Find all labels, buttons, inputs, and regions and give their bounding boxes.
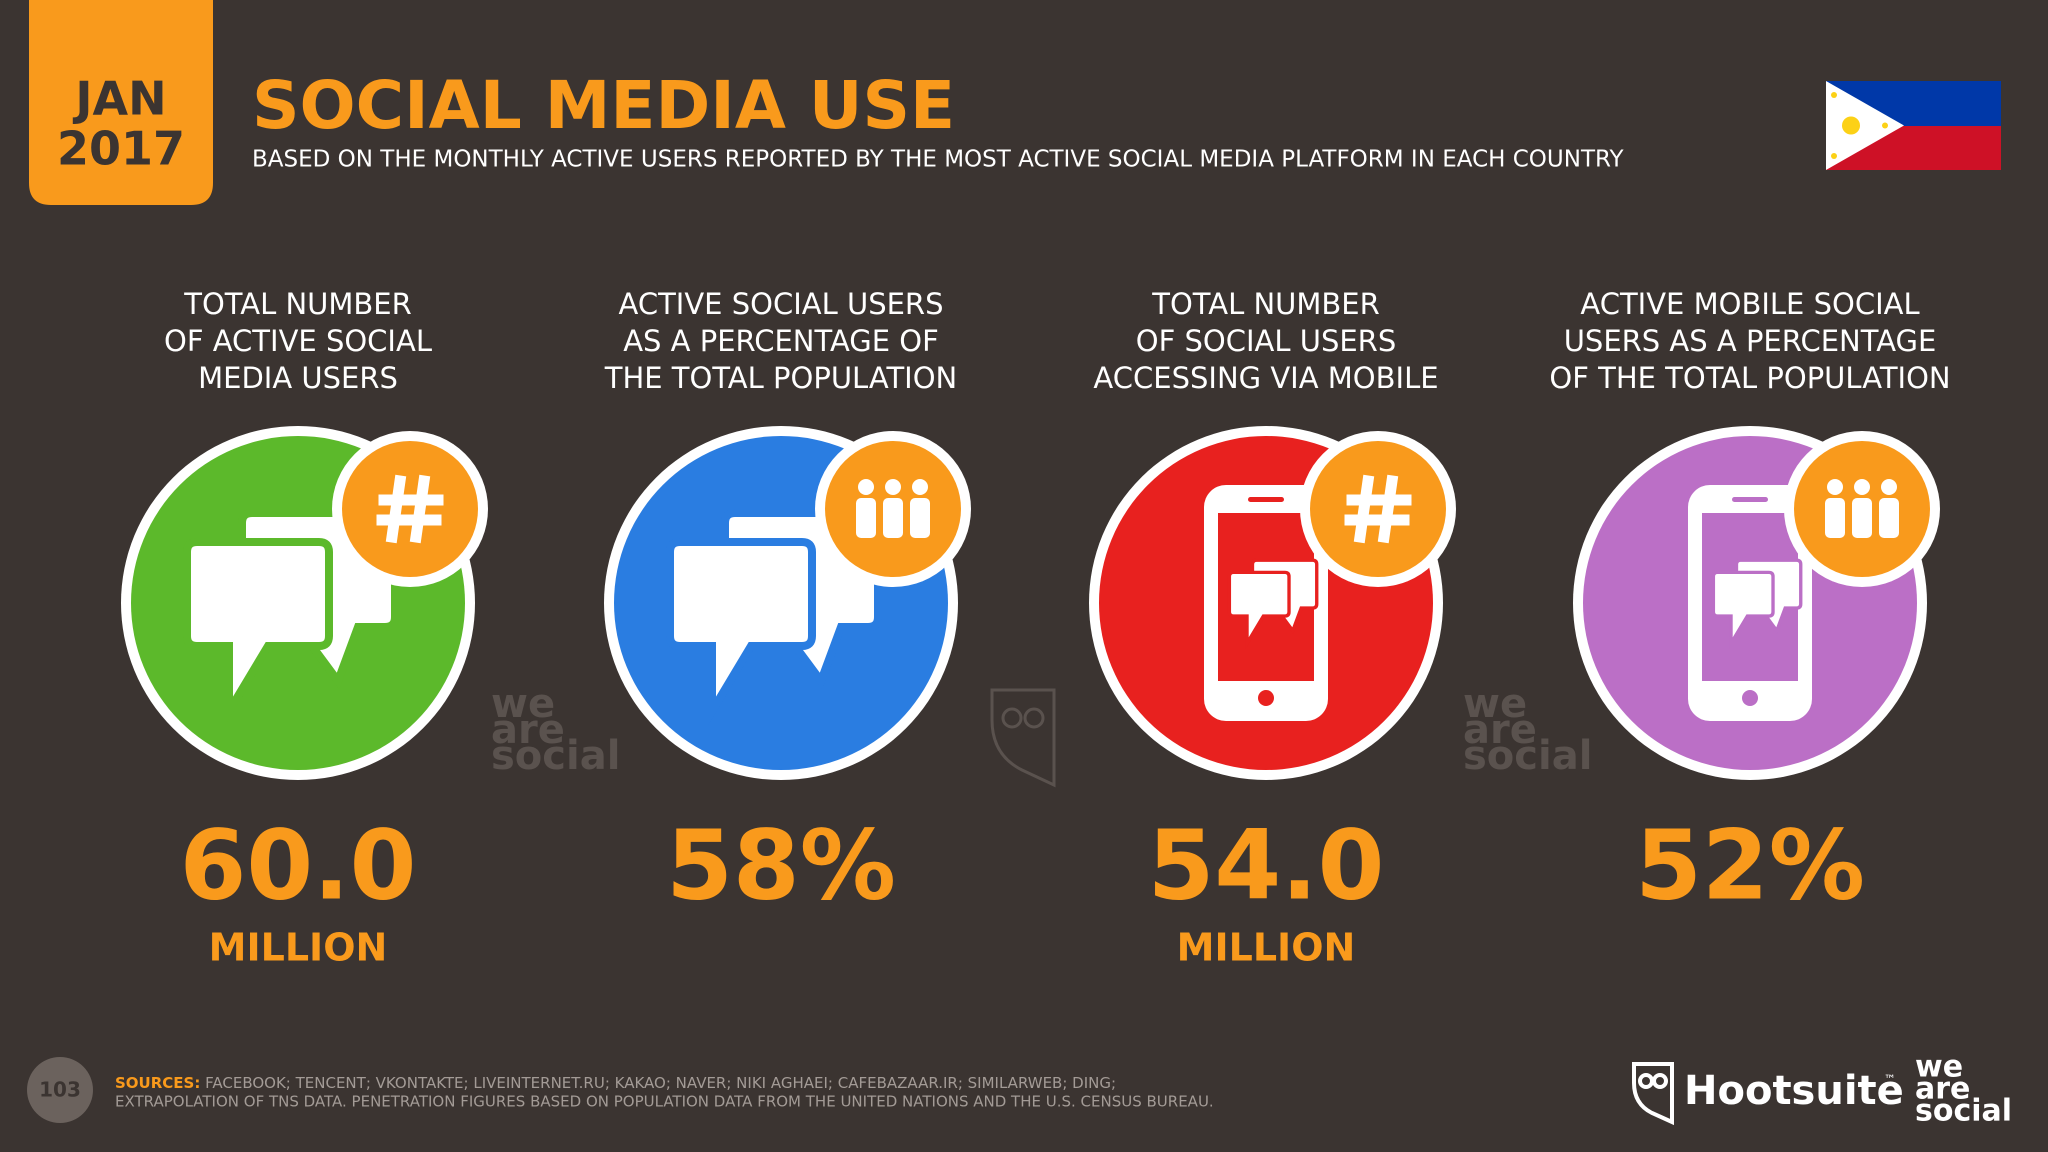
page-number: 103 <box>39 1078 81 1102</box>
stat-label: THE TOTAL POPULATION <box>604 361 958 395</box>
stat-value: 60.0 <box>180 809 417 921</box>
page-badge <box>27 1057 93 1123</box>
chat-bubble-front <box>1227 570 1291 650</box>
date-month: JAN <box>72 72 166 126</box>
stat-label: USERS AS A PERCENTAGE <box>1564 324 1937 358</box>
watermark: social <box>491 733 620 779</box>
we-are-social-logo: are <box>1915 1072 1970 1107</box>
hootsuite-logo: Hootsuite <box>1684 1068 1904 1114</box>
hash-stroke <box>385 474 407 544</box>
stat-unit: MILLION <box>209 926 388 970</box>
trademark: ™ <box>1884 1073 1896 1087</box>
we-are-social-logo: we <box>1915 1050 1963 1085</box>
phone-speaker <box>1248 497 1284 502</box>
flag <box>1826 81 2001 170</box>
phone-button <box>1258 690 1274 706</box>
phone-speaker <box>1732 497 1768 502</box>
owl-watermark <box>990 688 1056 788</box>
stat-label: ACTIVE SOCIAL USERS <box>619 287 944 321</box>
stat-label: ACTIVE MOBILE SOCIAL <box>1580 287 1919 321</box>
sources-note: EXTRAPOLATION OF TNS DATA. PENETRATION F… <box>115 1093 1214 1111</box>
hash-stroke <box>409 474 431 544</box>
hash-stroke <box>1353 474 1375 544</box>
stat-label: OF SOCIAL USERS <box>1136 324 1397 358</box>
stat-label: TOTAL NUMBER <box>183 287 412 321</box>
person-head <box>1881 479 1897 495</box>
chat-bubble-front <box>666 538 816 726</box>
watermark: social <box>1463 733 1592 779</box>
we-are-social-logo: social <box>1915 1094 2012 1129</box>
hash-stroke <box>1377 474 1399 544</box>
stat-label: TOTAL NUMBER <box>1151 287 1380 321</box>
person-head <box>858 479 874 495</box>
person-body <box>1852 498 1872 538</box>
person-body <box>1825 498 1845 538</box>
date-year: 2017 <box>57 122 185 176</box>
person-body <box>1879 498 1899 538</box>
hootsuite-owl <box>1632 1062 1674 1126</box>
stat-label: MEDIA USERS <box>198 361 398 395</box>
watermark: are <box>1463 707 1537 753</box>
stat-label: OF ACTIVE SOCIAL <box>164 324 432 358</box>
title: SOCIAL MEDIA USE <box>252 67 955 144</box>
badge <box>342 441 478 577</box>
watermark: we <box>1463 681 1527 727</box>
sources-list: FACEBOOK; TENCENT; VKONTAKTE; LIVEINTERN… <box>205 1074 1116 1092</box>
stat-label: OF THE TOTAL POPULATION <box>1549 361 1950 395</box>
watermark: we <box>491 681 555 727</box>
badge <box>1310 441 1446 577</box>
stat-value: 54.0 <box>1148 809 1385 921</box>
sources-label: SOURCES: <box>115 1074 200 1092</box>
person-head <box>912 479 928 495</box>
phone-button <box>1742 690 1758 706</box>
person-body <box>856 498 876 538</box>
person-head <box>1854 479 1870 495</box>
stat-label: AS A PERCENTAGE OF <box>623 324 939 358</box>
stat-unit: MILLION <box>1177 926 1356 970</box>
person-head <box>885 479 901 495</box>
person-body <box>883 498 903 538</box>
date-tab <box>29 0 213 205</box>
stat-value: 58% <box>666 809 896 921</box>
watermark: are <box>491 707 565 753</box>
stat-value: 52% <box>1635 809 1865 921</box>
subtitle: BASED ON THE MONTHLY ACTIVE USERS REPORT… <box>252 147 1625 173</box>
person-body <box>910 498 930 538</box>
stat-label: ACCESSING VIA MOBILE <box>1093 361 1438 395</box>
sources: SOURCES: FACEBOOK; TENCENT; VKONTAKTE; L… <box>115 1074 1116 1092</box>
person-head <box>1827 479 1843 495</box>
chat-bubble-front <box>183 538 333 726</box>
chat-bubble-front <box>1711 570 1775 650</box>
